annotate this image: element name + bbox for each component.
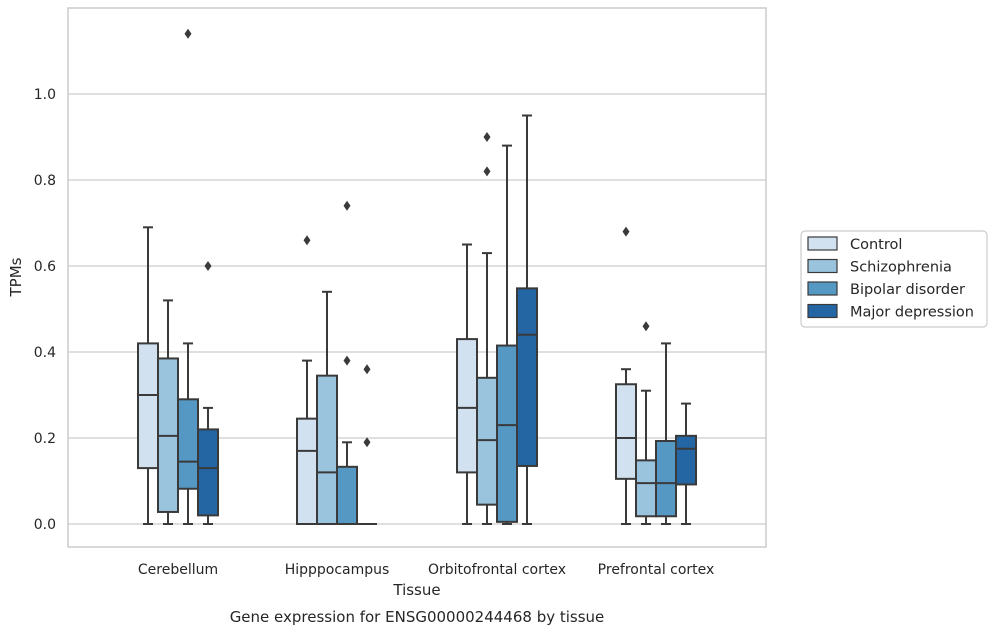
iqr-box bbox=[296, 417, 318, 525]
y-tick-label: 0.4 bbox=[34, 345, 56, 361]
iqr-box bbox=[456, 338, 478, 474]
legend-swatch bbox=[807, 236, 838, 251]
x-tick-label: Hipppocampus bbox=[285, 562, 390, 578]
outlier-point bbox=[483, 166, 491, 177]
iqr-box bbox=[675, 434, 697, 486]
iqr-box bbox=[177, 398, 199, 490]
outlier-point bbox=[204, 261, 212, 271]
x-tick-label: Orbitofrontal cortex bbox=[428, 562, 566, 578]
y-tick-label: 0.8 bbox=[34, 173, 56, 189]
outlier-point bbox=[303, 235, 311, 246]
outlier-point bbox=[483, 132, 491, 142]
x-axis-title: Tissue bbox=[392, 581, 440, 599]
y-tick-label: 0.0 bbox=[34, 517, 56, 533]
box-bipolar-disorder bbox=[177, 28, 199, 525]
box-control bbox=[615, 226, 637, 525]
x-tick-labels: Cerebellum Hipppocampus Orbitofrontal cort… bbox=[138, 562, 714, 578]
box-schizophrenia bbox=[316, 290, 338, 525]
box-bipolar-disorder bbox=[655, 342, 677, 525]
box-schizophrenia bbox=[476, 132, 498, 525]
iqr-box bbox=[316, 374, 338, 525]
iqr-box bbox=[496, 344, 518, 523]
box-major-depression bbox=[675, 402, 697, 525]
box-control bbox=[137, 226, 159, 525]
iqr-box bbox=[635, 459, 657, 518]
iqr-box bbox=[476, 376, 498, 506]
chart-title: Gene expression for ENSG00000244468 by t… bbox=[230, 608, 605, 626]
legend-frame bbox=[800, 230, 988, 328]
legend-label: Bipolar disorder bbox=[850, 282, 965, 298]
x-tick-label: Prefrontal cortex bbox=[598, 562, 715, 578]
y-tick-labels: 0.0 0.2 0.4 0.6 0.8 1.0 bbox=[34, 87, 56, 533]
outlier-point bbox=[343, 355, 351, 366]
plot-frame bbox=[67, 7, 767, 548]
box-groups bbox=[137, 28, 697, 525]
box-schizophrenia bbox=[635, 321, 657, 525]
iqr-box bbox=[655, 440, 677, 518]
legend: Control Schizophrenia Bipolar disorder Majo… bbox=[800, 230, 988, 328]
box-bipolar-disorder bbox=[496, 144, 518, 525]
box-control bbox=[296, 235, 318, 525]
box-major-depression bbox=[357, 364, 377, 525]
outlier-point bbox=[622, 226, 630, 237]
box-bipolar-disorder bbox=[336, 200, 358, 525]
box-major-depression bbox=[516, 114, 538, 525]
box-schizophrenia bbox=[157, 299, 179, 525]
iqr-box bbox=[197, 428, 219, 517]
iqr-box bbox=[137, 342, 159, 470]
legend-label: Control bbox=[850, 237, 902, 253]
iqr-box bbox=[615, 383, 637, 480]
legend-swatch bbox=[807, 281, 838, 296]
iqr-box bbox=[336, 465, 358, 525]
outlier-point bbox=[363, 437, 371, 448]
y-tick-label: 1.0 bbox=[34, 87, 56, 103]
y-tick-label: 0.2 bbox=[34, 431, 56, 447]
x-tick-label: Cerebellum bbox=[138, 562, 218, 578]
y-axis-title: TPMs bbox=[7, 257, 25, 297]
legend-swatch bbox=[807, 258, 838, 274]
outlier-point bbox=[343, 200, 351, 211]
outlier-point bbox=[642, 321, 650, 332]
legend-label: Major depression bbox=[850, 305, 974, 321]
legend-swatch bbox=[807, 303, 838, 319]
box-control bbox=[456, 243, 478, 525]
outlier-point bbox=[184, 28, 192, 39]
y-tick-label: 0.6 bbox=[34, 259, 56, 275]
outlier-point bbox=[363, 364, 371, 375]
iqr-box bbox=[516, 287, 538, 467]
legend-label: Schizophrenia bbox=[850, 260, 952, 276]
box-major-depression bbox=[197, 261, 219, 525]
